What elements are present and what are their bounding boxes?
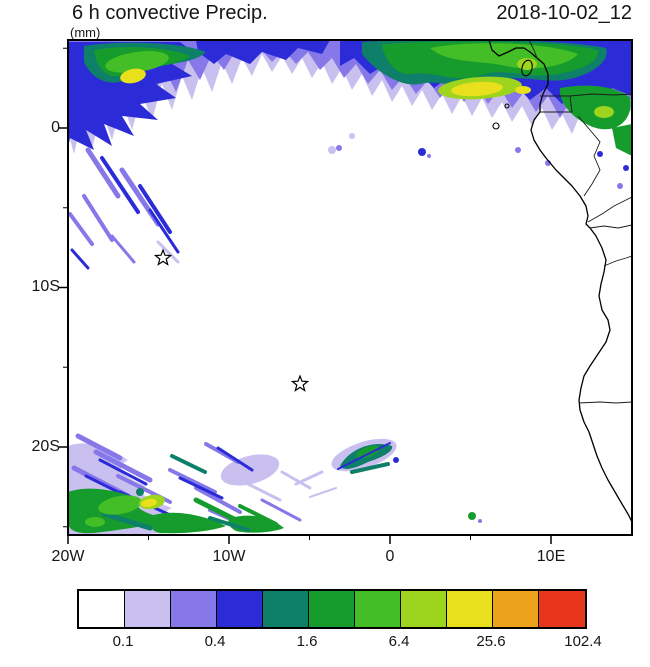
xtick-0: 0 [385,548,395,565]
colorbar-label: 1.6 [296,633,318,650]
colorbar-cell [79,591,125,627]
units-label: (mm) [70,25,101,40]
colorbar-cell [263,591,309,627]
colorbar-label: 6.4 [388,633,410,650]
colorbar-cell [355,591,401,627]
colorbar-cell [309,591,355,627]
colorbar-label: 102.4 [564,633,602,650]
ytick-0: 0 [51,119,60,136]
coastline-borders [488,40,632,523]
colorbar-label: 25.6 [476,633,506,650]
colorbar-cell [217,591,263,627]
ytick-10s: 10S [31,278,60,295]
colorbar-cell [125,591,171,627]
colorbar-cell [171,591,217,627]
colorbar-labels: 0.1 0.4 1.6 6.4 25.6 102.4 [77,633,602,653]
colorbar-cell [539,591,585,627]
precip-field [68,40,632,535]
colorbar [77,589,587,629]
colorbar-cell [401,591,447,627]
colorbar-cell [447,591,493,627]
map-frame-axes [59,39,633,544]
star-markers [153,248,310,392]
ytick-20s: 20S [31,438,60,455]
xtick-10e: 10E [536,548,566,565]
plot-title: 6 h convective Precip. [72,2,268,24]
colorbar-label: 0.4 [204,633,226,650]
colorbar-label: 0.1 [112,633,134,650]
xtick-10w: 10W [212,548,246,565]
plot-timestamp: 2018-10-02_12 [496,2,632,24]
colorbar-cell [493,591,539,627]
xtick-20w: 20W [51,548,85,565]
